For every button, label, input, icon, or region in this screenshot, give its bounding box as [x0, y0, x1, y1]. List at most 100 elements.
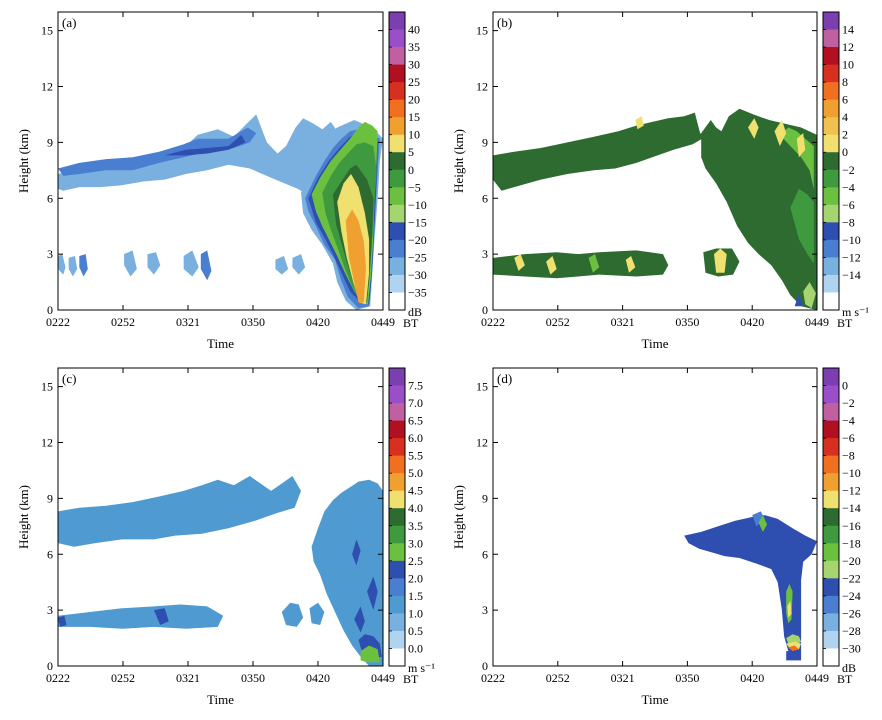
y-tick-label: 12: [41, 80, 53, 94]
colorbar-swatch: [389, 525, 405, 544]
colorbar-swatch: [823, 47, 839, 66]
colorbar-level-label: 1.0: [408, 606, 423, 620]
colorbar-level-label: 5: [408, 145, 414, 159]
y-tick-label: 15: [41, 24, 53, 38]
colorbar-unit-label: dB: [842, 661, 856, 675]
colorbar-swatch: [823, 239, 839, 258]
x-tick-label: 0222: [46, 671, 70, 685]
y-tick-label: 12: [476, 80, 488, 94]
colorbar-swatch: [389, 82, 405, 101]
colorbar-level-label: 35: [408, 40, 420, 54]
data-region: [796, 133, 806, 158]
colorbar-level-label: 0.0: [408, 641, 423, 655]
colorbar-swatch: [823, 99, 839, 118]
x-tick-label: 0222: [46, 315, 70, 329]
colorbar-level-label: 4.0: [408, 501, 423, 515]
colorbar-level-label: 3.5: [408, 519, 423, 533]
colorbar-unit-label: dB: [408, 305, 422, 319]
colorbar-level-label: −6: [842, 198, 855, 212]
colorbar-frame: [388, 11, 406, 311]
colorbar-frame: [822, 11, 840, 311]
y-tick-label: 15: [41, 380, 53, 394]
colorbar-level-label: −12: [842, 484, 861, 498]
x-tick-label: 0420: [306, 315, 330, 329]
colorbar-swatch: [823, 29, 839, 48]
x-tick-label: 0222: [481, 671, 505, 685]
colorbar-level-label: 0: [842, 145, 848, 159]
x-tick-label: 0252: [111, 671, 135, 685]
colorbar-level-label: −22: [842, 571, 861, 585]
colorbar-swatch: [389, 99, 405, 118]
colorbar-level-label: 10: [842, 58, 854, 72]
colorbar-swatch: [389, 134, 405, 153]
colorbar-swatch: [823, 420, 839, 439]
panel-d: 0 3 6 9 12 15 0222 0252 0321 0350 0420 0449 Time Heig…: [451, 367, 861, 707]
y-tick-label: 0: [47, 303, 53, 317]
plot-frame: [57, 367, 384, 667]
data-region: [153, 608, 169, 625]
colorbar-level-label: 2.0: [408, 571, 423, 585]
colorbar-bottom-label: BT: [837, 316, 853, 330]
data-region: [79, 254, 88, 277]
colorbar-level-label: −8: [842, 215, 855, 229]
x-tick-label: 0449: [371, 315, 395, 329]
colorbar-level-label: −30: [408, 268, 427, 282]
x-tick-label: 0449: [371, 671, 395, 685]
plot-frame: [492, 11, 818, 311]
panel-c: 0 3 6 9 12 15 0222 0252 0321 0350 0420 0449 Time Heig…: [16, 367, 435, 707]
y-tick-label: 3: [47, 603, 53, 617]
data-region: [183, 250, 199, 277]
x-axis-label: Time: [207, 336, 234, 351]
x-tick-label: 0350: [675, 671, 699, 685]
y-tick-label: 9: [482, 491, 488, 505]
colorbar-level-label: 2: [842, 128, 848, 142]
colorbar-level-label: 30: [408, 58, 420, 72]
colorbar-swatch: [823, 508, 839, 527]
panel-label: (b): [497, 15, 512, 30]
x-tick-label: 0420: [740, 315, 764, 329]
colorbar-swatch: [389, 274, 405, 293]
y-tick-label: 0: [482, 303, 488, 317]
colorbar-swatch: [389, 385, 405, 404]
colorbar-swatch: [823, 403, 839, 422]
data-region: [68, 256, 78, 277]
colorbar-swatch: [823, 152, 839, 171]
x-tick-label: 0321: [611, 671, 635, 685]
colorbar: 14 12 10 8 6 4 2 0 −2 −4 −6 −8 −10 −12 −14 m s⁻¹BT: [822, 11, 869, 330]
data-region: [58, 476, 301, 547]
colorbar-swatch: [823, 169, 839, 188]
colorbar-level-label: 7.5: [408, 379, 423, 393]
data-region: [281, 602, 304, 627]
colorbar-swatch: [389, 152, 405, 171]
colorbar-swatch: [823, 222, 839, 241]
colorbar-level-label: 4: [842, 110, 848, 124]
colorbar-level-label: −2: [842, 163, 855, 177]
colorbar-level-label: −12: [842, 250, 861, 264]
colorbar-swatch: [823, 455, 839, 474]
colorbar-level-label: −10: [842, 466, 861, 480]
colorbar-level-label: −20: [408, 233, 427, 247]
colorbar-frame: [388, 367, 406, 667]
data-region: [58, 615, 67, 627]
x-tick-label: 0449: [805, 671, 829, 685]
colorbar-swatch: [389, 648, 405, 667]
colorbar-level-label: 20: [408, 93, 420, 107]
colorbar-level-label: −10: [842, 233, 861, 247]
colorbar-level-label: 14: [842, 23, 854, 37]
colorbar-swatch: [389, 630, 405, 649]
x-tick-label: 0449: [805, 315, 829, 329]
x-tick-label: 0252: [111, 315, 135, 329]
colorbar-level-label: 25: [408, 75, 420, 89]
colorbar-level-label: 10: [408, 128, 420, 142]
data-region: [714, 248, 727, 273]
colorbar-swatch: [823, 578, 839, 597]
colorbar-swatch: [823, 82, 839, 101]
data-region: [164, 134, 246, 156]
colorbar-swatch: [823, 525, 839, 544]
y-tick-label: 6: [47, 191, 53, 205]
data-region: [311, 479, 383, 666]
data-region: [787, 600, 792, 618]
x-tick-label: 0321: [611, 315, 635, 329]
y-tick-label: 9: [482, 135, 488, 149]
